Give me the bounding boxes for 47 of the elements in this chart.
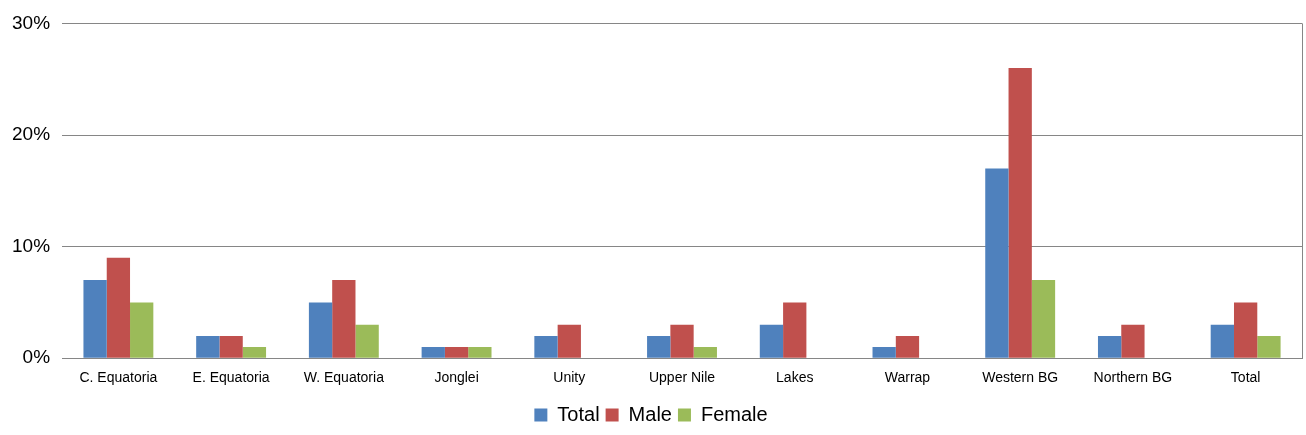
bar (783, 302, 807, 358)
bar (130, 302, 154, 358)
bar (308, 302, 333, 358)
x-tick-label: Unity (553, 369, 586, 386)
bar (1097, 335, 1122, 358)
bar (83, 280, 107, 358)
bar (895, 335, 920, 358)
x-tick-label: Lakes (776, 369, 814, 386)
bar (332, 280, 356, 358)
legend-label: Male (628, 402, 672, 425)
legend-label: Total (557, 402, 600, 425)
x-tick-label: Northern BG (1093, 369, 1173, 386)
bar (444, 347, 469, 358)
x-tick-label: W. Equatoria (303, 369, 385, 386)
x-tick-label: Western BG (982, 369, 1059, 386)
bar (557, 324, 581, 358)
bar (1031, 280, 1056, 358)
legend-label: Female (700, 402, 768, 425)
bar (196, 335, 220, 358)
y-tick-label: 20% (12, 123, 51, 145)
bar (421, 347, 445, 358)
bar (693, 347, 717, 358)
bar (1257, 335, 1281, 358)
bar (355, 324, 379, 358)
x-tick-label: C. Equatoria (79, 369, 158, 386)
x-tick-label: Jonglei (434, 369, 479, 386)
bar (1008, 68, 1032, 358)
bar (242, 347, 267, 358)
bar (468, 347, 492, 358)
bar (106, 257, 131, 358)
x-tick-label: Warrap (884, 369, 931, 386)
bar (1121, 324, 1145, 358)
x-tick-label: Total (1230, 369, 1261, 386)
bar (647, 335, 671, 358)
y-tick-label: 10% (12, 234, 51, 256)
y-tick-label: 30% (12, 11, 51, 33)
y-tick-label: 0% (22, 346, 51, 368)
bar (1233, 302, 1258, 358)
bar (534, 335, 558, 358)
bar (985, 168, 1009, 358)
bar (219, 335, 243, 358)
bar (670, 324, 694, 358)
bar (872, 347, 896, 358)
x-tick-label: E. Equatoria (192, 369, 270, 386)
bar (1210, 324, 1234, 358)
x-tick-label: Upper Nile (648, 369, 716, 386)
bar (759, 324, 784, 358)
